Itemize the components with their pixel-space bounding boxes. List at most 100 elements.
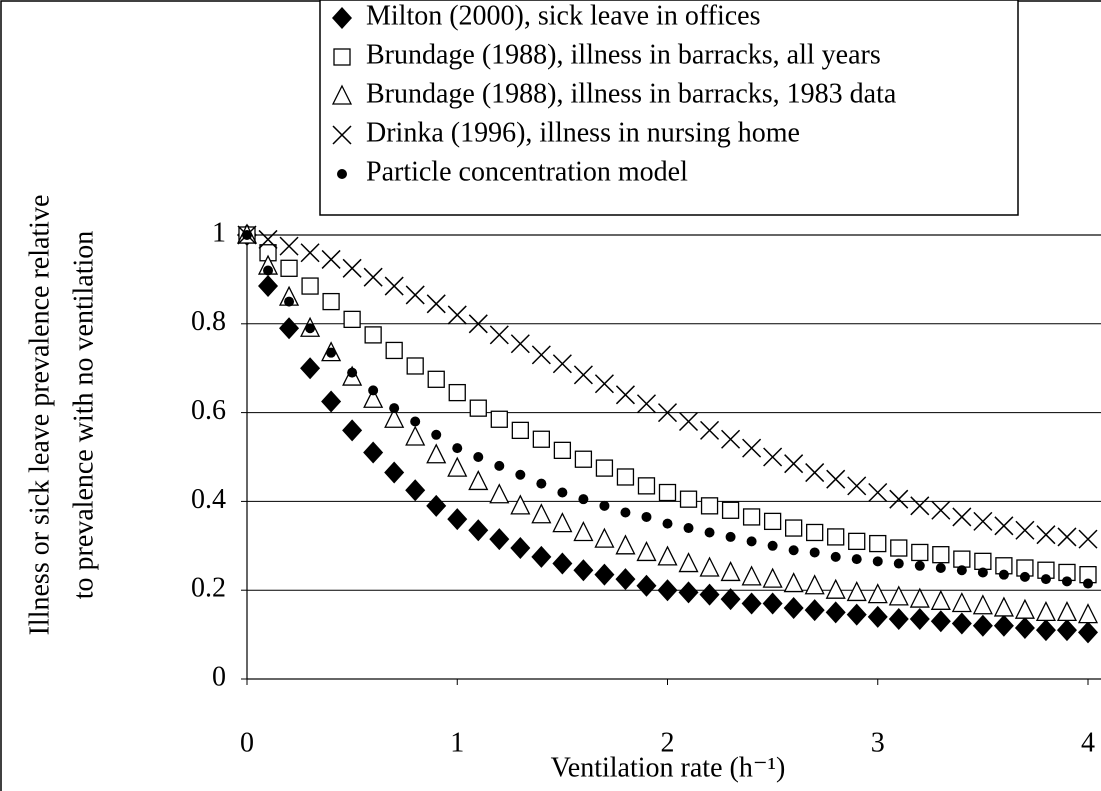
square-marker	[869, 534, 887, 553]
cross-marker	[468, 314, 488, 334]
dot-marker	[641, 511, 652, 522]
triangle-marker	[699, 556, 720, 577]
dot-marker	[683, 523, 694, 534]
square-marker	[427, 370, 445, 388]
cross-marker	[1078, 529, 1098, 549]
cross-marker	[868, 482, 888, 503]
diamond-marker	[657, 579, 678, 602]
cross-marker	[994, 516, 1014, 536]
cross-marker	[321, 249, 341, 269]
diamond-marker	[300, 357, 321, 380]
y-tick-label: 0.8	[191, 306, 226, 337]
square-marker	[490, 410, 508, 428]
y-tick-label: 0.2	[191, 573, 226, 604]
y-tick-label: 0	[212, 661, 226, 692]
cross-marker	[889, 489, 909, 509]
square-marker	[574, 450, 593, 468]
cross-marker	[594, 374, 614, 394]
dot-marker	[599, 500, 610, 511]
cross-marker	[279, 236, 299, 256]
legend-label: Particle concentration model	[366, 156, 688, 187]
diamond-marker	[342, 419, 363, 442]
dot-marker	[326, 347, 337, 358]
diamond-marker	[720, 588, 741, 611]
diamond-marker	[699, 583, 720, 606]
cross-marker	[721, 429, 741, 449]
cross-marker	[426, 294, 446, 314]
cross-marker	[952, 507, 972, 527]
x-tick-label: 0	[240, 727, 254, 758]
triangle-marker	[489, 483, 510, 504]
square-marker	[511, 421, 529, 440]
dot-marker	[788, 545, 799, 556]
dot-marker	[1019, 571, 1030, 582]
y-axis-title: Illness or sick leave prevalence relativ…	[24, 195, 99, 636]
square-marker	[785, 519, 803, 537]
square-marker	[827, 528, 845, 546]
triangle-marker	[678, 552, 699, 573]
diamond-marker	[1056, 619, 1077, 642]
triangle-marker	[972, 594, 993, 615]
dot-marker	[263, 265, 274, 276]
square-marker	[974, 552, 992, 570]
cross-marker	[552, 354, 572, 374]
diamond-marker	[594, 563, 615, 586]
diamond-marker	[405, 479, 426, 502]
diamond-marker	[279, 317, 300, 340]
dot-marker	[1061, 576, 1072, 587]
diamond-marker	[426, 494, 447, 517]
diamond-marker	[489, 528, 510, 551]
dot-marker	[935, 563, 946, 573]
cross-marker	[636, 394, 657, 414]
cross-marker	[405, 285, 425, 305]
square-marker	[848, 532, 866, 551]
triangle-marker	[363, 387, 384, 408]
dot-marker	[494, 460, 505, 471]
triangle-marker	[531, 503, 552, 524]
cross-marker	[657, 403, 678, 423]
square-marker	[469, 399, 487, 417]
y-axis-title-line: to prevalence with no ventilation	[68, 231, 99, 600]
cross-marker	[847, 476, 867, 496]
diamond-marker	[573, 559, 594, 582]
cross-marker	[826, 469, 846, 489]
triangle-marker	[951, 592, 972, 613]
triangle-marker	[930, 589, 951, 610]
square-marker	[595, 459, 614, 477]
diamond-marker	[909, 608, 930, 631]
triangle-marker	[909, 587, 930, 608]
dot-marker	[767, 540, 778, 551]
square-marker	[700, 497, 719, 515]
cross-marker	[763, 447, 783, 467]
triangle-marker	[804, 574, 825, 595]
dot-marker	[473, 452, 484, 462]
dot-marker	[1040, 574, 1051, 585]
dot-marker	[893, 558, 904, 569]
diamond-marker	[332, 7, 352, 29]
dot-marker	[431, 429, 442, 440]
dot-marker	[956, 565, 967, 576]
legend-label: Brundage (1988), illness in barracks, 19…	[366, 78, 897, 109]
triangle-marker	[573, 521, 594, 542]
triangle-marker	[636, 541, 657, 562]
series	[237, 224, 1098, 644]
cross-marker	[489, 325, 509, 345]
square-marker	[658, 483, 677, 502]
triangle-marker	[1077, 603, 1099, 624]
diamond-marker	[1014, 616, 1035, 639]
diamond-marker	[951, 612, 972, 635]
triangle-marker	[1056, 600, 1078, 622]
square-marker	[616, 468, 635, 486]
diamond-marker	[783, 596, 804, 619]
dot-marker	[662, 518, 673, 529]
diamond-marker	[468, 519, 489, 542]
square-marker	[890, 539, 908, 557]
x-axis-title: Ventilation rate (h⁻¹)	[551, 752, 786, 783]
series	[242, 230, 1093, 589]
triangle-marker	[888, 585, 909, 606]
dot-marker	[872, 556, 883, 567]
cross-marker	[531, 345, 551, 365]
cross-marker	[805, 463, 825, 483]
triangle-marker	[615, 534, 636, 555]
diamond-marker	[552, 552, 573, 575]
